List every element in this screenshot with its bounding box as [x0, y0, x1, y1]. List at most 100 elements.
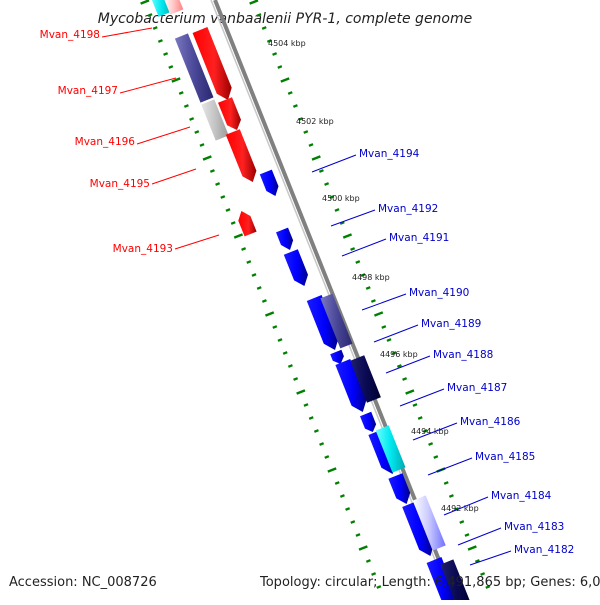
- gene-feature-blue-b[interactable]: [360, 411, 377, 432]
- svg-text:Mvan_4193: Mvan_4193: [113, 243, 173, 255]
- track-tick: [147, 13, 153, 17]
- track-tick: [230, 221, 236, 225]
- gene-feature-mvan-4192[interactable]: [276, 227, 294, 250]
- track-tick: [225, 208, 231, 212]
- track-tick: [311, 155, 321, 161]
- gene-label-mvan-4188[interactable]: Mvan_4188: [385, 349, 493, 374]
- gene-label-mvan-4190[interactable]: Mvan_4190: [361, 287, 469, 311]
- track-tick: [256, 286, 262, 290]
- gene-label-mvan-4198[interactable]: Mvan_4198: [40, 27, 153, 41]
- gene-label-mvan-4187[interactable]: Mvan_4187: [399, 382, 507, 407]
- svg-text:Mvan_4183: Mvan_4183: [504, 521, 564, 533]
- gene-label-mvan-4193[interactable]: Mvan_4193: [113, 234, 220, 255]
- gene-feature-mvan-4187[interactable]: [350, 355, 381, 403]
- gene-label-mvan-4197[interactable]: Mvan_4197: [58, 77, 177, 97]
- svg-text:Mvan_4185: Mvan_4185: [475, 451, 535, 463]
- track-tick: [280, 77, 290, 83]
- track-tick: [287, 364, 293, 368]
- kbp-label-4496: 4496 kbp: [380, 350, 418, 359]
- track-tick: [233, 233, 244, 239]
- track-tick: [350, 247, 356, 251]
- gene-feature-mvan-4183[interactable]: [412, 495, 446, 551]
- gene-label-mvan-4184[interactable]: Mvan_4184: [443, 490, 552, 516]
- gene-feature-small-blue[interactable]: [330, 349, 344, 364]
- track-tick: [381, 325, 387, 329]
- track-tick: [334, 481, 340, 485]
- gene-feature-mvan-4182[interactable]: [426, 557, 457, 605]
- track-tick: [324, 182, 330, 186]
- track-tick: [215, 182, 221, 186]
- track-tick: [365, 559, 371, 563]
- gene-feature-mvan-4196[interactable]: [218, 97, 241, 130]
- track-tick: [189, 117, 195, 121]
- track-tick: [433, 455, 439, 459]
- track-tick: [194, 130, 200, 134]
- track-tick: [308, 416, 314, 420]
- track-tick: [199, 143, 205, 147]
- track-tick: [474, 559, 480, 563]
- track-tick: [373, 311, 384, 317]
- gene-label-mvan-4186[interactable]: Mvan_4186: [412, 416, 521, 441]
- track-tick: [464, 533, 470, 537]
- left-tick-track: [140, 0, 382, 589]
- gene-feature-mvan-4195[interactable]: [225, 129, 257, 182]
- track-tick: [371, 572, 377, 576]
- gene-label-mvan-4194[interactable]: Mvan_4194: [311, 148, 420, 173]
- gene-label-mvan-4195[interactable]: Mvan_4195: [90, 168, 197, 190]
- track-tick: [249, 0, 259, 5]
- gene-feature-mvan-4184[interactable]: [402, 501, 435, 556]
- track-tick: [329, 195, 335, 199]
- gene-feature-pink[interactable]: [163, 0, 184, 15]
- gene-feature-gray[interactable]: [201, 99, 229, 141]
- gene-feature-mvan-4191[interactable]: [283, 249, 308, 286]
- gene-label-mvan-4185[interactable]: Mvan_4185: [427, 451, 535, 476]
- gene-feature-mvan-4193[interactable]: [238, 211, 257, 237]
- track-tick: [251, 273, 257, 277]
- gene-label-mvan-4183[interactable]: Mvan_4183: [457, 521, 564, 546]
- track-tick: [282, 351, 288, 355]
- track-tick: [292, 104, 298, 108]
- gene-features: [151, 0, 471, 605]
- gene-label-mvan-4192[interactable]: Mvan_4192: [330, 203, 438, 227]
- track-tick: [296, 389, 306, 395]
- right-gene-labels: Mvan_4194 Mvan_4192 Mvan_4191 Mvan_4190 …: [311, 148, 574, 566]
- track-tick: [140, 0, 150, 5]
- svg-text:Mvan_4197: Mvan_4197: [58, 85, 118, 97]
- track-tick: [485, 585, 491, 589]
- gene-feature-mvan-4185[interactable]: [388, 473, 411, 504]
- track-tick: [370, 299, 376, 303]
- map-title: Mycobacterium vanbaalenii PYR-1, complet…: [98, 11, 473, 27]
- track-tick: [183, 104, 189, 108]
- gene-feature-navy[interactable]: [440, 559, 471, 605]
- gene-feature-mvan-4189[interactable]: [320, 293, 353, 349]
- track-tick: [467, 545, 477, 551]
- gene-feature-mvan-4197[interactable]: [192, 27, 232, 100]
- track-tick: [246, 260, 252, 264]
- svg-text:Mvan_4191: Mvan_4191: [389, 232, 449, 244]
- gene-feature-cyan[interactable]: [375, 425, 406, 473]
- gene-label-mvan-4189[interactable]: Mvan_4189: [373, 318, 481, 343]
- track-tick: [391, 351, 397, 355]
- svg-text:Mvan_4190: Mvan_4190: [409, 287, 469, 299]
- gene-label-mvan-4182[interactable]: Mvan_4182: [469, 544, 574, 566]
- track-tick: [171, 77, 181, 83]
- svg-text:Mvan_4195: Mvan_4195: [90, 178, 150, 190]
- track-tick: [327, 467, 337, 473]
- track-tick: [360, 273, 366, 277]
- gene-feature-mvan-4190[interactable]: [306, 295, 339, 350]
- gene-feature-slate[interactable]: [174, 33, 214, 103]
- svg-text:Mvan_4188: Mvan_4188: [433, 349, 493, 361]
- gene-label-mvan-4196[interactable]: Mvan_4196: [75, 126, 191, 148]
- track-tick: [358, 545, 368, 551]
- track-tick: [355, 260, 361, 264]
- gene-label-mvan-4191[interactable]: Mvan_4191: [341, 232, 449, 257]
- track-tick: [319, 442, 325, 446]
- svg-text:Mvan_4182: Mvan_4182: [514, 544, 574, 556]
- track-tick: [376, 585, 382, 589]
- gene-feature-mvan-4188[interactable]: [335, 359, 367, 412]
- track-tick: [339, 221, 345, 225]
- track-tick: [202, 155, 212, 161]
- gene-feature-mvan-4194[interactable]: [259, 169, 279, 196]
